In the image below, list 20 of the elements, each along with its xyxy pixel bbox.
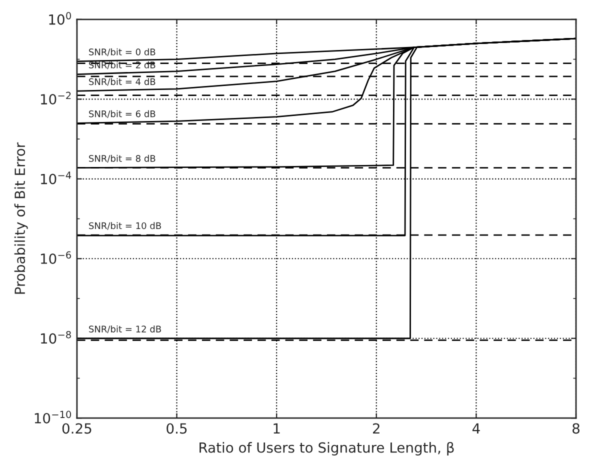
x-tick-label: 0.5 [166, 423, 187, 434]
x-tick-label: 2 [372, 423, 380, 434]
x-tick-label: 1 [274, 423, 280, 434]
y-tick-label: 10$^{−8}$ [40, 331, 71, 344]
y-tick-label: 10$^{−4}$ [40, 172, 72, 184]
y-tick-label: 10$^{−2}$ [40, 92, 71, 105]
annotation: SNR/bit = 0 dB [89, 48, 156, 56]
annotation: SNR/bit = 12 dB [89, 325, 161, 334]
y-tick-label: 10$^{0}$ [49, 12, 71, 25]
x-tick-label: 8 [572, 423, 580, 434]
x-axis-title: Ratio of Users to Signature Length, β [200, 442, 454, 456]
x-tick-label: 0.25 [62, 423, 92, 434]
annotation: SNR/bit = 8 dB [89, 154, 156, 163]
y-tick-label: 10$^{−10}$ [34, 410, 72, 424]
y-tick-label: 10$^{−6}$ [40, 251, 71, 264]
y-axis-title: Probability of Bit Error [14, 142, 28, 294]
x-tick-label: 4 [472, 423, 480, 434]
annotation: SNR/bit = 6 dB [89, 110, 156, 118]
annotation: SNR/bit = 10 dB [89, 222, 161, 230]
annotation: SNR/bit = 4 dB [89, 78, 156, 86]
